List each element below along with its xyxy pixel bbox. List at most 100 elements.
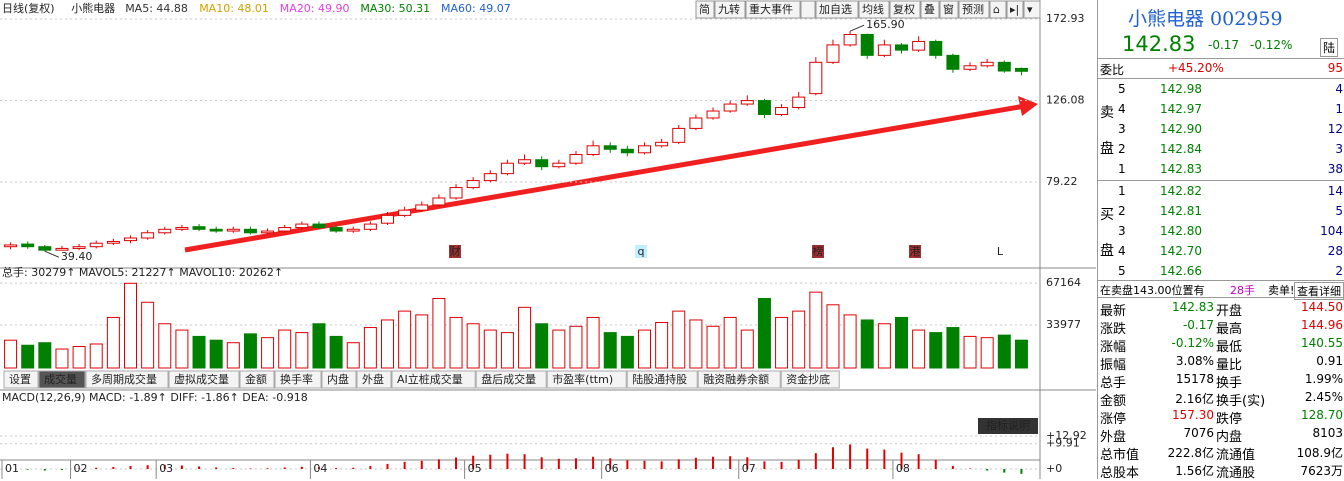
tab[interactable] bbox=[546, 370, 627, 389]
tab[interactable] bbox=[168, 370, 240, 389]
candle-body bbox=[946, 54, 960, 70]
toolbar-button[interactable] bbox=[714, 0, 746, 19]
toolbar-label[interactable]: 重大事件 bbox=[749, 2, 793, 16]
tab-label[interactable]: 资金抄底 bbox=[786, 372, 830, 386]
tab-label[interactable]: 市盈率(ttm) bbox=[552, 372, 613, 386]
candle-body bbox=[826, 44, 840, 63]
candle-body bbox=[363, 223, 377, 230]
volume-bar bbox=[381, 319, 394, 369]
dropdown[interactable] bbox=[800, 0, 816, 19]
tab[interactable] bbox=[274, 370, 322, 389]
book-volume: 2 bbox=[1335, 264, 1343, 278]
candle-body bbox=[912, 40, 926, 51]
toolbar-label[interactable]: 简 bbox=[699, 2, 710, 16]
tab[interactable] bbox=[38, 370, 86, 389]
stat-label: 流通值 bbox=[1216, 448, 1256, 463]
toolbar-label[interactable]: 窗 bbox=[943, 2, 954, 16]
event-marker[interactable] bbox=[635, 245, 647, 258]
candle-body bbox=[963, 65, 977, 70]
toolbar-label[interactable]: 均线 bbox=[862, 2, 884, 16]
toolbar-button[interactable] bbox=[958, 0, 990, 19]
tab-label[interactable]: AI立桩成交量 bbox=[397, 372, 463, 386]
event-marker[interactable] bbox=[449, 245, 461, 258]
stat-value: 157.30 bbox=[1172, 408, 1214, 422]
volume-bar bbox=[586, 316, 600, 369]
stat-label: 最低 bbox=[1216, 340, 1243, 355]
book-volume: 14 bbox=[1327, 184, 1343, 198]
event-label[interactable]: 港 bbox=[910, 245, 921, 258]
divider bbox=[1098, 58, 1344, 59]
tab-label[interactable]: 多周期成交量 bbox=[91, 372, 157, 386]
event-marker[interactable] bbox=[909, 245, 921, 258]
volume-bar bbox=[398, 310, 412, 369]
tab-label[interactable]: 设置 bbox=[9, 373, 31, 386]
volume-bar bbox=[809, 291, 823, 369]
tab[interactable] bbox=[626, 370, 698, 389]
toolbar-button[interactable] bbox=[939, 0, 959, 19]
tab[interactable] bbox=[239, 370, 275, 389]
tab-label[interactable]: 金额 bbox=[245, 372, 267, 386]
tab[interactable] bbox=[356, 370, 392, 389]
event-label[interactable]: L bbox=[997, 245, 1004, 258]
book-side: 卖 bbox=[1100, 105, 1114, 121]
toolbar-button[interactable] bbox=[858, 0, 890, 19]
stat-label: 量比 bbox=[1216, 358, 1243, 373]
book-volume: 28 bbox=[1327, 244, 1343, 258]
stat-value: 1.99% bbox=[1304, 372, 1343, 386]
tab-label[interactable]: 换手率 bbox=[280, 372, 313, 386]
notice: 28手 bbox=[1230, 284, 1255, 297]
tab-label[interactable]: 外盘 bbox=[362, 372, 384, 386]
volume-bar bbox=[1014, 339, 1028, 369]
candle-body bbox=[124, 237, 137, 242]
tab-label[interactable]: 盘后成交量 bbox=[481, 372, 536, 386]
tab-label[interactable]: 虚拟成交量 bbox=[174, 372, 229, 386]
toolbar-button[interactable] bbox=[695, 0, 715, 19]
tab[interactable] bbox=[85, 370, 169, 389]
stat-value: 8103 bbox=[1312, 426, 1343, 440]
tab[interactable] bbox=[3, 370, 39, 389]
event-marker[interactable] bbox=[812, 245, 824, 258]
quote-tag: 陆 bbox=[1320, 38, 1339, 57]
stat-label: 最高 bbox=[1216, 322, 1243, 337]
book-volume: 12 bbox=[1327, 122, 1343, 136]
toolbar-label[interactable]: 预测 bbox=[962, 3, 984, 16]
toolbar-button[interactable] bbox=[920, 0, 940, 19]
tab[interactable] bbox=[475, 370, 547, 389]
tab[interactable] bbox=[391, 370, 476, 389]
stat-value: 2.45% bbox=[1304, 390, 1343, 404]
icon-button[interactable] bbox=[989, 0, 1007, 19]
toolbar-button[interactable] bbox=[815, 0, 859, 19]
volume-bar bbox=[500, 332, 514, 369]
help-label[interactable]: 指标说明 bbox=[986, 418, 1030, 432]
toolbar-button[interactable] bbox=[745, 0, 801, 19]
icon-button[interactable] bbox=[1006, 0, 1024, 19]
candle-body bbox=[483, 173, 497, 182]
event-label[interactable]: q bbox=[638, 245, 645, 258]
volume-bar bbox=[466, 323, 480, 369]
tab[interactable] bbox=[697, 370, 781, 389]
toolbar-label[interactable]: 九转 bbox=[718, 2, 740, 16]
toolbar-button[interactable] bbox=[889, 0, 921, 19]
help-button[interactable] bbox=[978, 418, 1038, 434]
divider bbox=[1098, 280, 1344, 281]
candle-body bbox=[895, 44, 908, 51]
book-level: 5 bbox=[1118, 82, 1126, 96]
volume-bar bbox=[723, 316, 737, 369]
tab[interactable] bbox=[321, 370, 357, 389]
event-label[interactable]: 榜 bbox=[813, 244, 824, 258]
toolbar-label[interactable]: 复权 bbox=[893, 2, 915, 16]
x-tick-label: 02 bbox=[74, 462, 88, 475]
tab[interactable] bbox=[780, 370, 840, 389]
toolbar-label[interactable]: 加自选 bbox=[819, 3, 852, 16]
book-volume: 104 bbox=[1320, 224, 1343, 238]
event-label[interactable]: 财 bbox=[450, 244, 461, 258]
tab-label[interactable]: 陆股通持股 bbox=[632, 372, 687, 386]
tab-label[interactable]: 融资融券余额 bbox=[703, 372, 769, 386]
tab-label[interactable]: 成交量 bbox=[44, 372, 77, 386]
toolbar-label[interactable]: 叠 bbox=[924, 3, 935, 16]
volume-bar bbox=[55, 348, 69, 369]
candle-body bbox=[757, 100, 771, 115]
icon-button[interactable] bbox=[1023, 0, 1041, 19]
book-volume: 1 bbox=[1335, 102, 1343, 116]
tab-label[interactable]: 内盘 bbox=[327, 372, 349, 386]
